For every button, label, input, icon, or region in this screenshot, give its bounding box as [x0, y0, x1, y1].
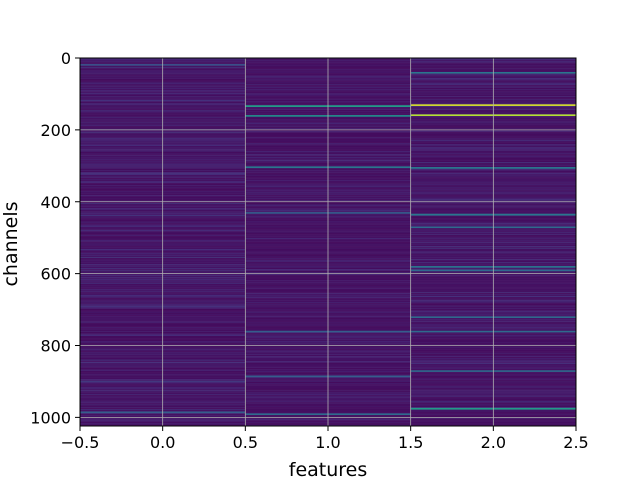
x-tick-label: 2.0: [481, 433, 506, 452]
x-tick-label: 0.0: [150, 433, 175, 452]
x-tick-label: 0.5: [233, 433, 258, 452]
x-tick-label: −0.5: [61, 433, 100, 452]
y-tick-label: 1000: [30, 408, 71, 427]
x-tick-label: 1.0: [315, 433, 340, 452]
y-tick-label: 800: [40, 337, 71, 356]
y-tick-label: 0: [61, 49, 71, 68]
y-axis-label: channels: [0, 201, 22, 286]
x-axis: −0.5 0.0 0.5 1.0 1.5 2.0 2.5: [61, 426, 589, 452]
x-axis-label: features: [289, 459, 368, 480]
y-tick-label: 200: [40, 121, 71, 140]
x-tick-label: 1.5: [398, 433, 423, 452]
y-tick-label: 400: [40, 193, 71, 212]
y-tick-label: 600: [40, 265, 71, 284]
y-axis: 0 200 400 600 800 1000: [30, 49, 80, 427]
x-tick-label: 2.5: [563, 433, 588, 452]
